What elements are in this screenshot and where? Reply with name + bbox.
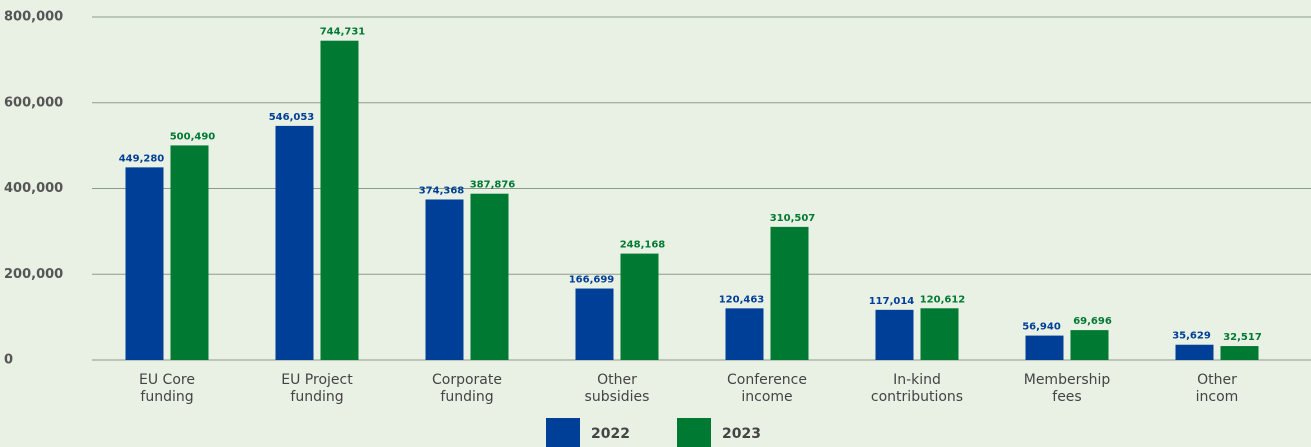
x-tick-label: Conference income bbox=[727, 372, 807, 405]
x-tick-label: Membership fees bbox=[1024, 372, 1111, 405]
value-label: 120,463 bbox=[719, 294, 765, 305]
x-tick-label: EU Core funding bbox=[139, 372, 195, 405]
bar bbox=[425, 199, 464, 360]
value-label: 374,368 bbox=[419, 185, 465, 196]
value-label: 32,517 bbox=[1223, 332, 1262, 343]
x-tick-label: Corporate funding bbox=[432, 372, 502, 405]
x-tick-label: Other subsidies bbox=[585, 372, 650, 405]
value-label: 120,612 bbox=[920, 294, 966, 305]
value-label: 117,014 bbox=[869, 296, 915, 307]
legend-swatch bbox=[546, 418, 580, 447]
value-label: 449,280 bbox=[119, 153, 165, 164]
x-tick-label: In-kind contributions bbox=[871, 372, 963, 405]
bar bbox=[770, 226, 809, 360]
y-tick-label: 0 bbox=[4, 353, 13, 368]
value-label: 500,490 bbox=[170, 131, 216, 142]
bar bbox=[275, 125, 314, 360]
y-tick-label: 800,000 bbox=[4, 10, 63, 25]
bar bbox=[320, 40, 359, 360]
bar bbox=[125, 167, 164, 360]
bar bbox=[470, 193, 509, 360]
value-label: 69,696 bbox=[1073, 316, 1112, 327]
bar bbox=[575, 288, 614, 360]
bar bbox=[1070, 330, 1109, 360]
bar bbox=[170, 145, 209, 360]
bar bbox=[1025, 335, 1064, 360]
y-tick-label: 600,000 bbox=[4, 95, 63, 110]
legend-label: 2022 bbox=[591, 426, 630, 442]
x-tick-label: Other incom bbox=[1196, 372, 1239, 405]
bar bbox=[875, 309, 914, 360]
value-label: 744,731 bbox=[320, 27, 366, 38]
legend-label: 2023 bbox=[722, 426, 761, 442]
y-tick-label: 200,000 bbox=[4, 267, 63, 282]
value-label: 310,507 bbox=[770, 213, 816, 224]
bar bbox=[725, 308, 764, 360]
legend-swatch bbox=[677, 418, 711, 447]
bar bbox=[1175, 344, 1214, 360]
bar bbox=[620, 253, 659, 360]
x-tick-label: EU Project funding bbox=[281, 372, 353, 405]
value-label: 56,940 bbox=[1022, 322, 1061, 333]
bar bbox=[920, 308, 959, 360]
value-label: 35,629 bbox=[1172, 331, 1211, 342]
value-label: 387,876 bbox=[470, 180, 516, 191]
y-tick-label: 400,000 bbox=[4, 181, 63, 196]
value-label: 248,168 bbox=[620, 240, 666, 251]
value-label: 546,053 bbox=[269, 112, 315, 123]
value-label: 166,699 bbox=[569, 275, 615, 286]
bar bbox=[1220, 346, 1259, 360]
